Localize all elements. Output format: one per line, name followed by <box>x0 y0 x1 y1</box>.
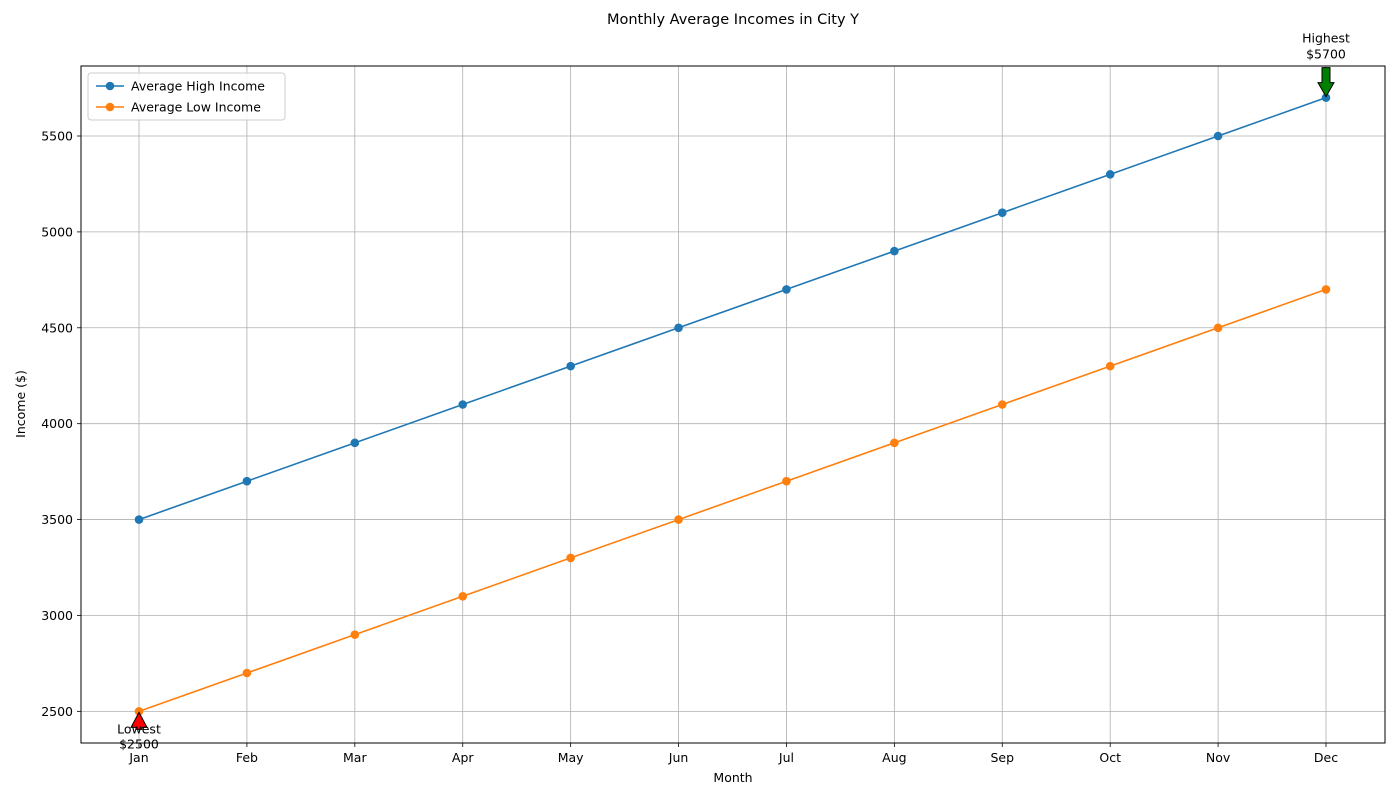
series-lines <box>138 96 1327 713</box>
data-point <box>1213 131 1223 141</box>
x-tick-label: Jan <box>128 750 148 765</box>
legend-swatch-marker <box>105 102 115 112</box>
x-tick-label: Jul <box>778 750 794 765</box>
annotation-arrow <box>1317 67 1335 98</box>
x-tick-label: Mar <box>343 750 367 765</box>
annotation-value: $5700 <box>1306 47 1346 62</box>
legend-label: Average High Income <box>131 79 265 94</box>
series-line-2 <box>138 288 1327 713</box>
data-point <box>1321 285 1331 294</box>
x-tick-label: Apr <box>452 750 474 765</box>
data-point <box>134 515 144 524</box>
data-point <box>350 438 360 448</box>
legend-box <box>87 72 286 121</box>
x-tick-label: Aug <box>882 750 906 765</box>
series-line-1 <box>138 96 1327 521</box>
annotation-label: Highest <box>1302 31 1350 46</box>
data-point <box>890 246 899 256</box>
data-point <box>1105 361 1115 371</box>
data-point <box>997 208 1007 218</box>
data-point <box>458 400 468 409</box>
annotation-lowest: Lowest$2500 <box>117 711 161 751</box>
data-point <box>350 630 360 639</box>
data-point <box>997 400 1007 409</box>
x-tick-label: May <box>558 750 584 765</box>
y-axis-label: Income ($) <box>13 370 28 438</box>
x-tick-label: Oct <box>1099 750 1121 765</box>
data-point <box>890 438 899 448</box>
x-tick-label: Dec <box>1314 750 1338 765</box>
legend-swatch-marker <box>105 81 115 91</box>
x-tick-label: Nov <box>1206 750 1231 765</box>
x-tick-label: Sep <box>990 750 1014 765</box>
data-point <box>674 515 683 524</box>
annotation-label: Lowest <box>117 721 161 736</box>
y-tick-label: 2500 <box>41 704 73 719</box>
chart-title: Monthly Average Incomes in City Y <box>607 12 859 28</box>
series-markers <box>134 93 1331 716</box>
x-tick-label: Jun <box>668 750 689 765</box>
data-point <box>566 553 575 563</box>
data-point <box>242 476 252 486</box>
data-point <box>782 476 791 486</box>
grid <box>81 66 1385 743</box>
data-point <box>242 668 252 678</box>
y-tick-label: 3000 <box>41 608 73 623</box>
x-axis: Jan Feb Mar Apr May Jun Jul Aug Sep Oct Nov Dec <box>128 743 1338 765</box>
data-point <box>674 323 683 333</box>
y-tick-label: 5500 <box>41 129 73 144</box>
legend-label: Average Low Income <box>131 100 261 115</box>
x-axis-label: Month <box>713 770 752 785</box>
annotation-highest: Highest$5700 <box>1302 31 1350 98</box>
legend: Average High Income Average Low Income <box>87 72 286 121</box>
y-tick-label: 4500 <box>41 320 73 335</box>
annotations: Lowest$2500 Highest$5700 <box>117 31 1350 752</box>
legend-item: Average Low Income <box>96 100 261 115</box>
y-axis: 2500 3000 3500 4000 4500 5000 5500 <box>41 129 81 719</box>
data-point <box>782 285 791 294</box>
data-point <box>1105 170 1115 179</box>
data-point <box>1213 323 1223 333</box>
x-tick-label: Feb <box>236 750 258 765</box>
y-tick-label: 5000 <box>41 224 73 239</box>
data-point <box>566 361 575 371</box>
plot-frame <box>80 65 1386 744</box>
annotation-arrow <box>130 711 148 730</box>
y-tick-label: 4000 <box>41 416 73 431</box>
legend-item: Average High Income <box>96 79 265 94</box>
data-point <box>458 591 468 601</box>
y-tick-label: 3500 <box>41 512 73 527</box>
